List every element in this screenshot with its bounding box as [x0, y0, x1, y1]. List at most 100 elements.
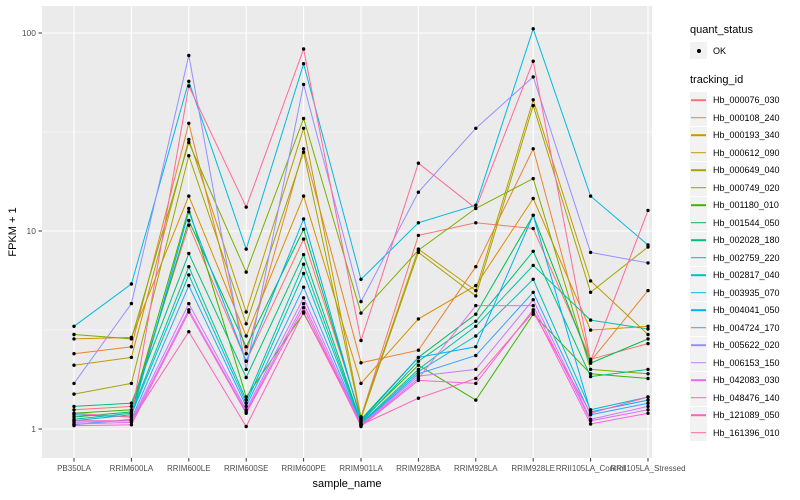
data-point	[588, 367, 593, 372]
legend-item-Hb_002028_180: Hb_002028_180	[690, 231, 798, 250]
series-line-icon	[691, 344, 706, 347]
data-point	[301, 126, 306, 130]
data-point	[531, 147, 535, 151]
data-point	[531, 226, 535, 231]
legend-item-Hb_001180_010: Hb_001180_010	[690, 196, 798, 215]
legend-key-swatch	[690, 284, 707, 302]
series-line-icon	[691, 116, 706, 119]
data-point	[187, 194, 191, 198]
series-line-icon	[691, 361, 706, 364]
legend-key-swatch	[690, 266, 707, 284]
legend-key-swatch	[690, 91, 707, 109]
data-point	[72, 423, 76, 428]
data-point	[474, 319, 478, 323]
data-point	[416, 363, 421, 367]
data-point	[301, 150, 306, 154]
data-point	[244, 247, 248, 251]
data-point	[474, 353, 478, 358]
data-point	[474, 265, 478, 269]
data-point	[531, 75, 535, 79]
legend-item-Hb_000749_020: Hb_000749_020	[690, 179, 798, 197]
data-point	[474, 203, 478, 207]
data-point	[474, 206, 478, 211]
data-point	[474, 288, 478, 293]
series-line-icon	[691, 274, 706, 277]
legend-key-swatch	[690, 336, 707, 354]
data-point	[588, 250, 593, 255]
x-tick-label: RRII105LA_Control	[555, 464, 626, 473]
data-point	[646, 261, 650, 265]
legend-item-Hb_000193_340: Hb_000193_340	[690, 126, 798, 145]
data-point	[474, 303, 478, 308]
data-point	[588, 194, 593, 198]
data-point	[359, 423, 363, 427]
data-point	[646, 411, 650, 415]
data-point	[588, 411, 593, 415]
data-point	[187, 140, 191, 145]
data-point	[244, 411, 248, 415]
x-tick-label: RRIM928LE	[511, 464, 555, 473]
data-point	[187, 210, 191, 214]
data-point	[244, 205, 248, 209]
data-point	[474, 294, 478, 298]
data-point	[187, 121, 191, 126]
data-point	[72, 363, 76, 367]
legend-label: Hb_000108_240	[713, 112, 780, 123]
data-point	[416, 359, 421, 363]
data-point	[129, 301, 134, 306]
legend-key-swatch	[690, 371, 707, 389]
data-point	[474, 345, 478, 349]
data-point	[646, 243, 650, 247]
series-line-icon	[691, 204, 706, 207]
series-line-icon	[691, 326, 706, 329]
legend-item-Hb_002817_040: Hb_002817_040	[690, 266, 798, 285]
legend-label: Hb_003935_070	[713, 287, 780, 298]
data-point	[416, 355, 421, 360]
legend-key-swatch	[690, 424, 707, 442]
data-point	[301, 116, 306, 121]
data-point	[244, 310, 248, 314]
data-point	[474, 324, 478, 328]
legend: quant_status OK tracking_id Hb_000076_03…	[690, 24, 798, 442]
legend-item-Hb_161396_010: Hb_161396_010	[690, 424, 798, 442]
data-point	[244, 404, 248, 409]
data-point	[416, 378, 421, 383]
legend-key-swatch	[690, 319, 707, 337]
data-point	[474, 367, 478, 372]
data-point	[129, 355, 134, 360]
data-point	[129, 337, 134, 341]
data-point	[588, 419, 593, 423]
data-point	[359, 299, 363, 304]
legend-item-Hb_005622_020: Hb_005622_020	[690, 336, 798, 355]
data-point	[531, 303, 535, 308]
data-point	[474, 334, 478, 338]
data-point	[588, 328, 593, 332]
data-point	[531, 277, 535, 281]
legend-key-swatch	[690, 406, 707, 424]
x-tick-label: RRIM600SE	[223, 464, 269, 473]
data-point	[187, 206, 191, 211]
data-point	[531, 213, 535, 217]
legend-key-ok	[690, 42, 707, 60]
data-point	[187, 79, 191, 84]
data-point	[301, 296, 306, 300]
legend-item-Hb_006153_150: Hb_006153_150	[690, 354, 798, 372]
legend-key-swatch	[690, 249, 707, 267]
data-point	[244, 352, 248, 356]
data-point	[646, 376, 650, 381]
legend-key-swatch	[690, 354, 707, 372]
data-point	[531, 103, 535, 108]
data-point	[359, 277, 363, 281]
data-point	[588, 359, 593, 363]
data-point	[646, 401, 650, 405]
y-axis-title: FPKM + 1	[7, 207, 19, 257]
legend-item-Hb_003935_070: Hb_003935_070	[690, 284, 798, 302]
legend-label: Hb_121089_050	[713, 410, 780, 421]
data-point	[531, 263, 535, 268]
legend-label: Hb_004724_170	[713, 322, 780, 333]
data-point	[72, 408, 76, 412]
legend-item-Hb_001544_050: Hb_001544_050	[690, 214, 798, 232]
legend-label: Hb_005622_020	[713, 340, 780, 351]
series-line-icon	[691, 431, 706, 434]
legend-item-Hb_048476_140: Hb_048476_140	[690, 389, 798, 407]
